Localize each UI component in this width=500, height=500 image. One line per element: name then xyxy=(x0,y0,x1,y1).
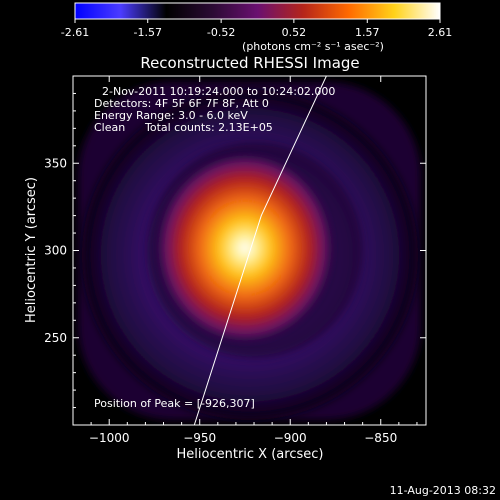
colorbar-tick-label: 2.61 xyxy=(428,26,453,39)
colorbar-tick-label: -2.61 xyxy=(61,26,89,39)
y-tick-label: 300 xyxy=(44,244,67,258)
x-tick-label: −900 xyxy=(274,431,307,445)
peak-position-label: Position of Peak = [-926,307] xyxy=(94,397,255,410)
colorbar-tick-label: -0.52 xyxy=(207,26,235,39)
counts-label: Total counts: 2.13E+05 xyxy=(144,121,273,134)
x-axis-label: Heliocentric X (arcsec) xyxy=(177,447,324,462)
method-label: Clean xyxy=(94,121,125,134)
y-tick-label: 250 xyxy=(44,331,67,345)
colorbar-ticks: -2.61 -1.57 -0.52 0.52 1.57 2.61 xyxy=(61,19,452,39)
energy-label: Energy Range: 3.0 - 6.0 keV xyxy=(94,109,248,122)
source-core xyxy=(159,156,331,340)
x-tick-label: −1000 xyxy=(89,431,130,445)
x-axis-ticks: −1000 −950 −900 −850 xyxy=(89,76,418,445)
limb-line xyxy=(193,76,327,425)
time-range-label: 2-Nov-2011 10:19:24.000 to 10:24:02.000 xyxy=(102,85,335,98)
colorbar: -2.61 -1.57 -0.52 0.52 1.57 2.61 (photons cm⁻… xyxy=(61,2,452,53)
y-axis-label: Heliocentric Y (arcsec) xyxy=(24,177,39,323)
heatmap-image xyxy=(73,76,426,425)
x-tick-label: −850 xyxy=(364,431,397,445)
colorbar-tick-label: 1.57 xyxy=(355,26,380,39)
chart-title: Reconstructed RHESSI Image xyxy=(140,54,359,72)
colorbar-tick-label: -1.57 xyxy=(133,26,161,39)
y-tick-label: 350 xyxy=(44,156,67,170)
x-tick-label: −950 xyxy=(183,431,216,445)
colorbar-rect xyxy=(74,2,441,20)
detectors-label: Detectors: 4F 5F 6F 7F 8F, Att 0 xyxy=(94,97,269,110)
y-axis-ticks: 250 300 350 xyxy=(44,92,426,409)
colorbar-tick-label: 0.52 xyxy=(282,26,307,39)
footer-date: 11-Aug-2013 08:32 xyxy=(390,484,496,497)
colorbar-units: (photons cm⁻² s⁻¹ asec⁻²) xyxy=(242,40,384,53)
